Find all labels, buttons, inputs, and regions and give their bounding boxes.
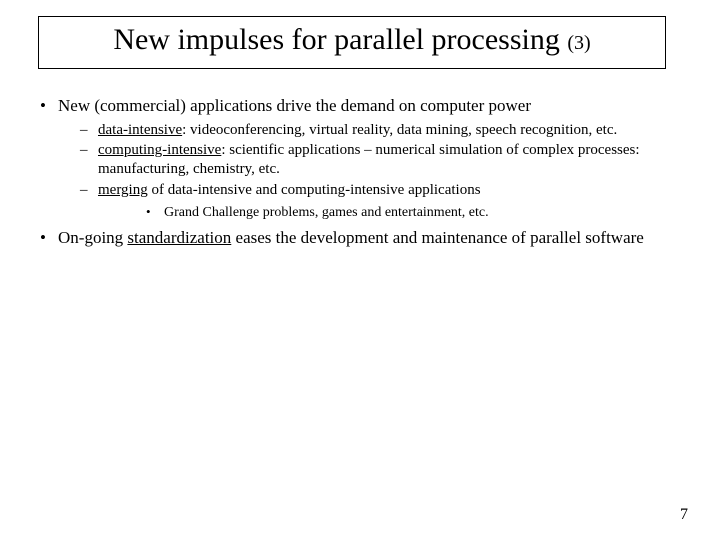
text-run: of data-intensive and computing-intensiv… (148, 182, 481, 198)
list-item: Grand Challenge problems, games and ente… (98, 204, 684, 222)
text-run: eases the development and maintenance of… (231, 228, 644, 247)
text-run: : videoconferencing, virtual reality, da… (182, 122, 617, 138)
page-number: 7 (680, 506, 688, 524)
slide-title: New impulses for parallel processing (3) (49, 23, 655, 58)
text-run: merging (98, 182, 148, 198)
list-item: On-going standardization eases the devel… (36, 228, 684, 249)
list-item: merging of data-intensive and computing-… (58, 181, 684, 222)
text-run: New (commercial) applications drive the … (58, 96, 531, 115)
bullet-list: New (commercial) applications drive the … (36, 96, 684, 249)
text-run: data-intensive (98, 122, 182, 138)
bullet-list-level-2: data-intensive: videoconferencing, virtu… (58, 121, 684, 222)
slide-body: New (commercial) applications drive the … (36, 96, 684, 253)
bullet-list-level-3: Grand Challenge problems, games and ente… (98, 204, 684, 222)
list-item: New (commercial) applications drive the … (36, 96, 684, 222)
title-main: New impulses for parallel processing (113, 23, 567, 56)
text-run: computing-intensive (98, 142, 221, 158)
list-item: data-intensive: videoconferencing, virtu… (58, 121, 684, 140)
text-run: standardization (127, 228, 231, 247)
title-sub: (3) (567, 32, 590, 54)
text-run: On-going (58, 228, 127, 247)
slide: New impulses for parallel processing (3)… (0, 0, 720, 540)
text-run: Grand Challenge problems, games and ente… (164, 205, 489, 220)
list-item: computing-intensive: scientific applicat… (58, 141, 684, 179)
title-box: New impulses for parallel processing (3) (38, 16, 666, 69)
